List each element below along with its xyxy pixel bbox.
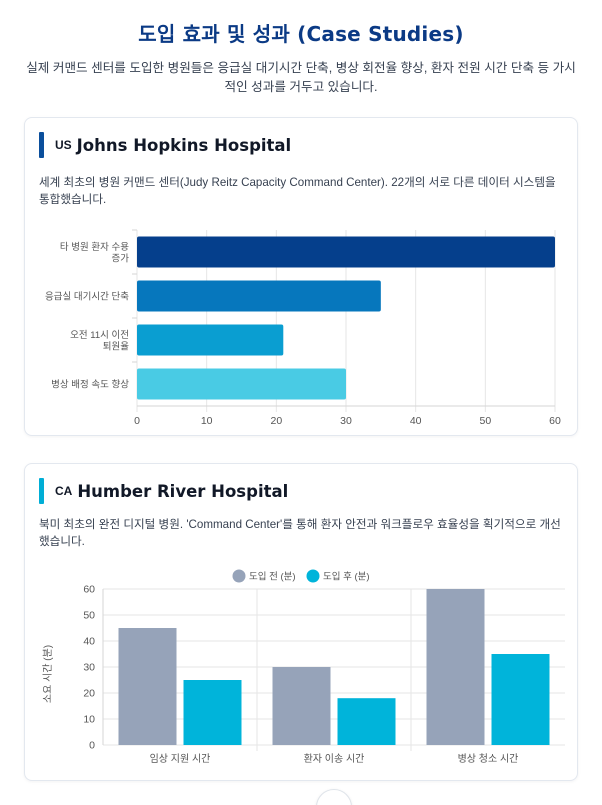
y-axis-title: 소요 시간 (분)	[42, 645, 54, 703]
y-tick-label: 0	[89, 740, 95, 752]
y-tick-label: 20	[83, 688, 95, 700]
legend-label: 도입 전 (분)	[249, 571, 296, 583]
case-title: Johns Hopkins Hospital	[76, 135, 292, 155]
case-header: CA Humber River Hospital	[39, 478, 288, 504]
y-category-label: 병상 배정 속도 향상	[51, 379, 129, 391]
page-title: 도입 효과 및 성과 (Case Studies)	[138, 22, 464, 46]
y-tick-label: 60	[83, 584, 95, 596]
y-category-label: 오전 11시 이전	[70, 330, 129, 341]
case-description: 세계 최초의 병원 커맨드 센터(Judy Reitz Capacity Com…	[39, 176, 556, 206]
x-category-label: 환자 이송 시간	[304, 753, 365, 765]
legend-marker	[306, 569, 320, 583]
bar	[137, 280, 381, 312]
accent-bar	[39, 132, 44, 158]
case-card-johns-hopkins: US Johns Hopkins Hospital 세계 최초의 병원 커맨드 …	[24, 117, 578, 436]
x-tick-label: 10	[201, 415, 213, 426]
y-category-label: 응급실 대기시간 단축	[45, 292, 129, 303]
bar	[337, 698, 396, 745]
accent-bar	[39, 478, 44, 504]
bar	[137, 368, 346, 400]
hero-section: 도입 효과 및 성과 (Case Studies) 실제 커맨드 센터를 도입한…	[0, 0, 602, 97]
x-tick-label: 30	[340, 415, 352, 426]
x-category-label: 병상 청소 시간	[458, 753, 519, 765]
bar	[426, 589, 485, 745]
case-card-humber-river: CA Humber River Hospital 북미 최초의 완전 디지털 병…	[24, 463, 578, 781]
page-subtitle: 실제 커맨드 센터를 도입한 병원들은 응급실 대기시간 단축, 병상 회전율 …	[26, 61, 576, 94]
bar	[491, 654, 550, 745]
case-title: Humber River Hospital	[77, 481, 289, 501]
bar	[118, 628, 177, 745]
y-tick-label: 10	[83, 714, 95, 726]
x-tick-label: 50	[479, 415, 491, 426]
y-category-label: 타 병원 환자 수용	[60, 241, 129, 253]
x-tick-label: 40	[410, 415, 422, 426]
bar	[183, 680, 242, 745]
y-tick-label: 40	[83, 636, 95, 648]
legend-label: 도입 후 (분)	[323, 571, 370, 583]
y-tick-label: 30	[83, 662, 95, 674]
bar	[272, 667, 331, 745]
bar	[137, 324, 284, 356]
x-tick-label: 60	[549, 415, 561, 426]
humber-river-bar-chart: 0 10 20 30 40 50 60 임상 지원 시간 환자 이송 시간 병상 청소 시간 소요 …	[42, 569, 565, 765]
y-category-label: 증가	[112, 253, 130, 264]
y-category-label: 퇴원율	[103, 341, 129, 352]
x-category-label: 임상 지원 시간	[150, 752, 211, 765]
scroll-top-button[interactable]	[316, 789, 352, 805]
x-tick-label: 20	[270, 415, 282, 426]
y-tick-label: 50	[83, 610, 95, 622]
legend-marker	[232, 569, 246, 583]
ca-flag-icon: CA	[55, 484, 73, 498]
x-tick-label: 0	[134, 415, 140, 426]
case-description: 북미 최초의 완전 디지털 병원. 'Command Center'를 통해 환…	[39, 518, 561, 548]
us-flag-icon: US	[55, 138, 72, 152]
bar	[137, 236, 555, 268]
case-header: US Johns Hopkins Hospital	[39, 132, 291, 158]
